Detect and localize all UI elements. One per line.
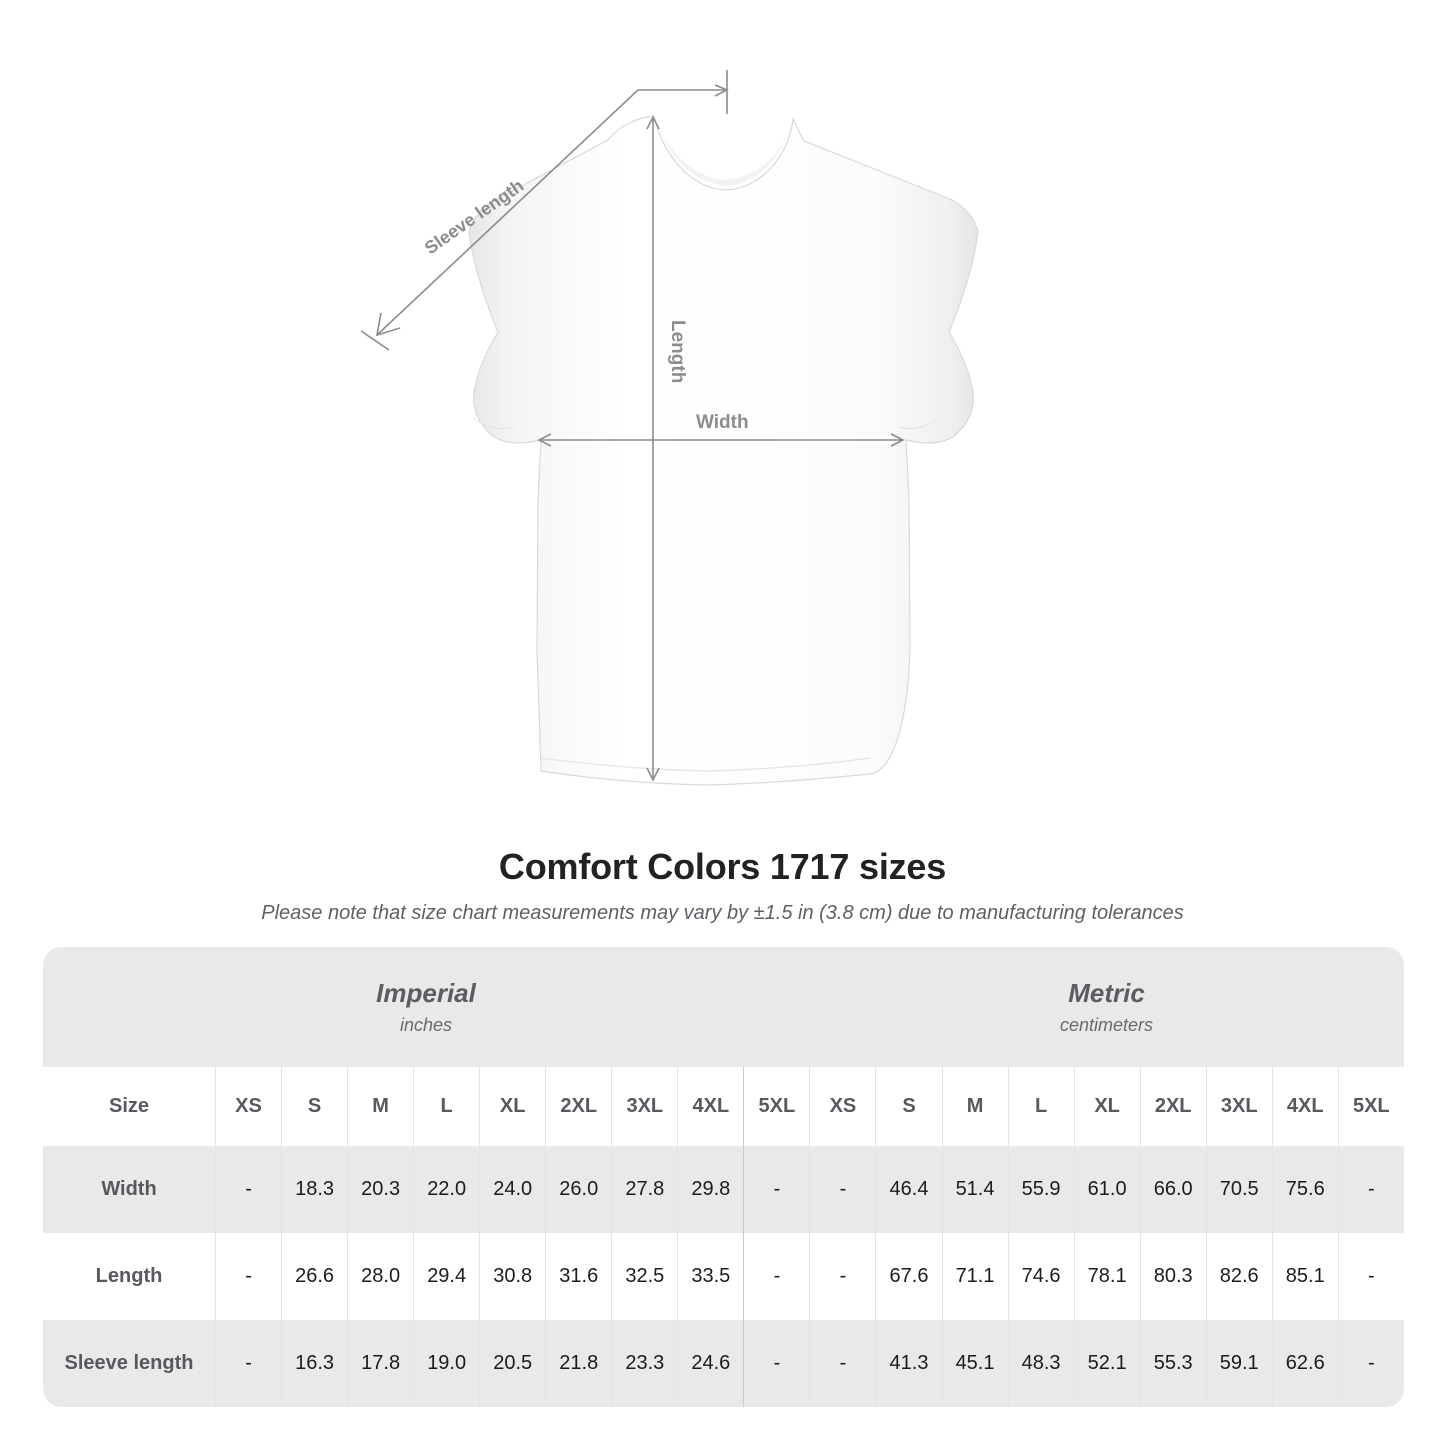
- svg-text:Width: Width: [696, 412, 749, 433]
- svg-text:Length: Length: [667, 320, 688, 383]
